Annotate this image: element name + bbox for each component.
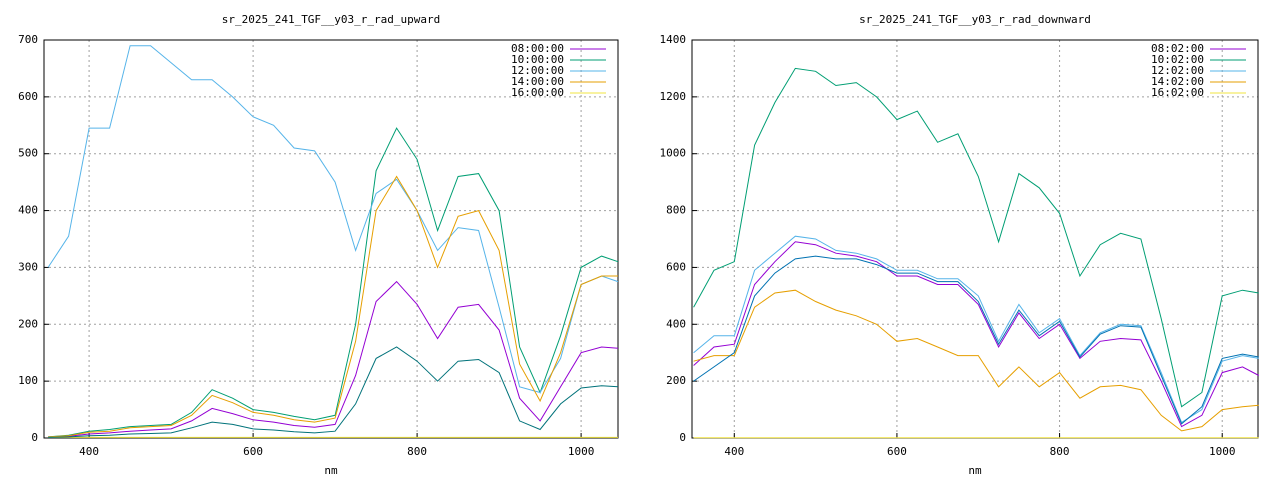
data-line — [693, 67, 1259, 408]
x-tick-label: 1000 — [568, 445, 595, 458]
data-line — [48, 175, 618, 438]
legend-label: 12:00:00 — [511, 64, 564, 77]
y-tick-label: 100 — [18, 374, 38, 387]
legend-label: 16:02:00 — [1151, 86, 1204, 99]
y-tick-label: 0 — [679, 431, 686, 444]
data-line — [693, 289, 1259, 432]
legend-label: 10:00:00 — [511, 53, 564, 66]
legend-label: 10:02:00 — [1151, 53, 1204, 66]
plot-frame — [43, 39, 619, 439]
y-tick-label: 1000 — [660, 147, 687, 160]
y-tick-label: 800 — [666, 204, 686, 217]
legend-label: 08:00:00 — [511, 42, 564, 55]
y-tick-label: 400 — [18, 204, 38, 217]
y-tick-label: 300 — [18, 260, 38, 273]
y-tick-label: 200 — [18, 317, 38, 330]
data-line — [47, 45, 619, 394]
chart-title: sr_2025_241_TGF__y03_r_rad_upward — [222, 13, 441, 26]
x-tick-label: 600 — [887, 445, 907, 458]
data-line — [693, 235, 1259, 424]
chart-title: sr_2025_241_TGF__y03_r_rad_downward — [859, 13, 1091, 26]
y-tick-label: 1200 — [660, 90, 687, 103]
x-tick-label: 600 — [243, 445, 263, 458]
legend-label: 08:02:00 — [1151, 42, 1204, 55]
legend-label: 12:02:00 — [1151, 64, 1204, 77]
legend-label: 16:00:00 — [511, 86, 564, 99]
y-tick-label: 200 — [666, 374, 686, 387]
data-line — [48, 280, 619, 438]
y-tick-label: 1400 — [660, 33, 687, 46]
data-line — [693, 255, 1259, 425]
y-tick-label: 400 — [666, 317, 686, 330]
x-tick-label: 800 — [1050, 445, 1070, 458]
y-tick-label: 700 — [18, 33, 38, 46]
x-tick-label: 800 — [407, 445, 427, 458]
y-tick-label: 600 — [18, 90, 38, 103]
legend-label: 14:00:00 — [511, 75, 564, 88]
data-line — [48, 127, 619, 438]
x-tick-label: 400 — [724, 445, 744, 458]
legend-label: 14:02:00 — [1151, 75, 1204, 88]
x-axis-label: nm — [324, 464, 338, 477]
data-line — [48, 346, 619, 438]
data-line — [693, 241, 1260, 428]
x-tick-label: 1000 — [1209, 445, 1236, 458]
y-tick-label: 600 — [666, 260, 686, 273]
x-axis-label: nm — [968, 464, 982, 477]
y-tick-label: 0 — [31, 431, 38, 444]
x-tick-label: 400 — [79, 445, 99, 458]
y-tick-label: 500 — [18, 147, 38, 160]
